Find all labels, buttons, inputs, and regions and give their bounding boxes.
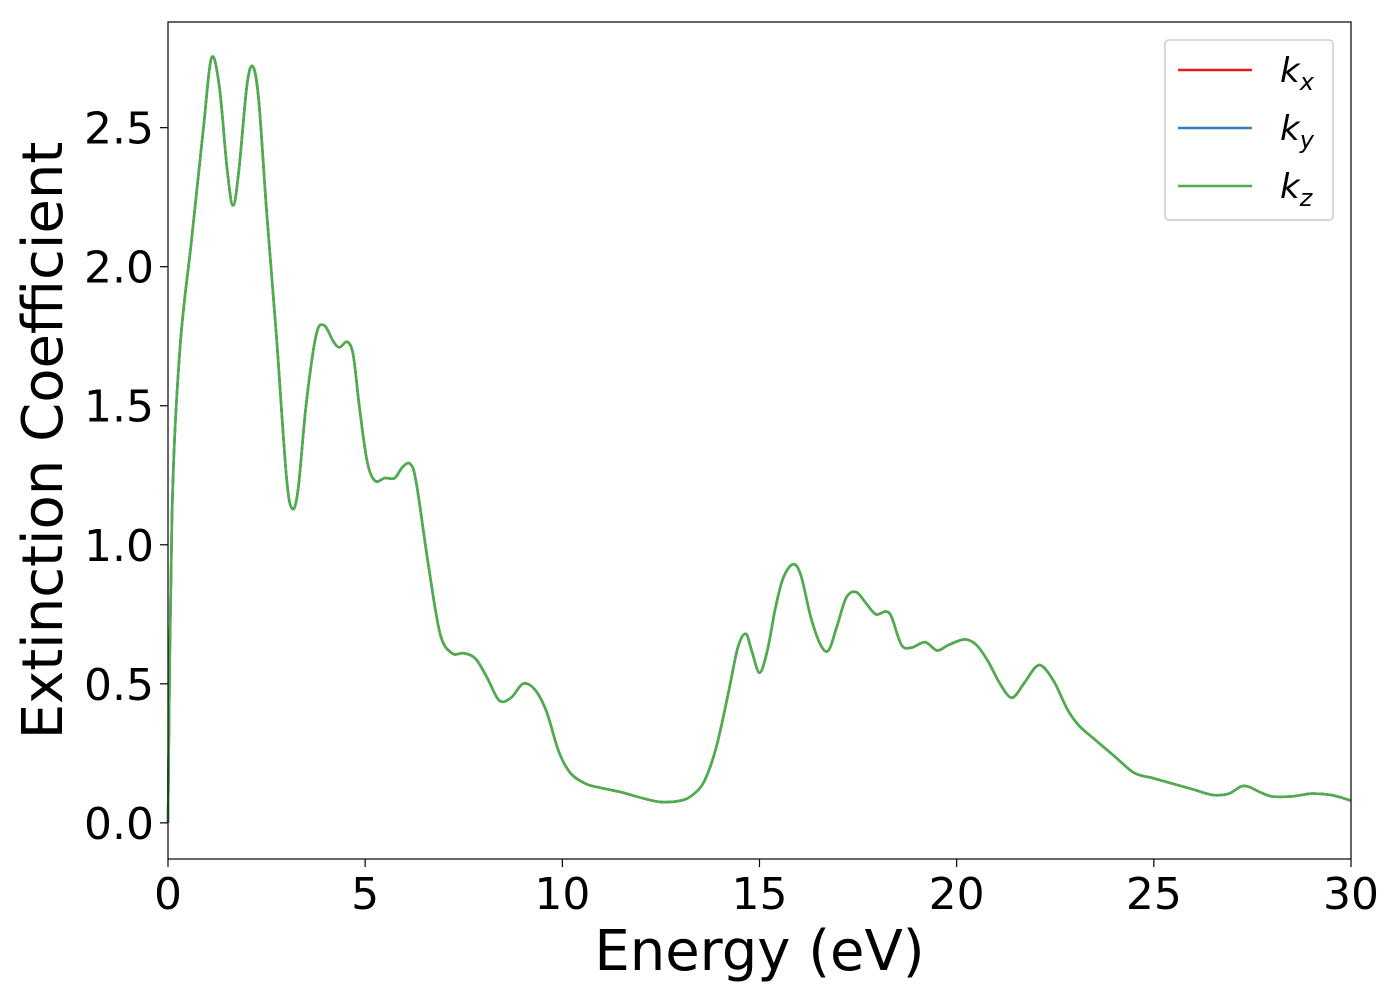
y-tick-label: 0.0 [84, 799, 154, 850]
x-axis-ticks: 0 5 10 15 20 25 30 [154, 859, 1379, 920]
legend: kx ky kz [1164, 39, 1334, 221]
legend-box [1164, 39, 1334, 221]
legend-label-ky: ky [1280, 109, 1315, 154]
x-tick-label: 10 [534, 869, 590, 920]
x-tick-label: 20 [929, 869, 985, 920]
x-axis-title: Energy (eV) [594, 919, 924, 984]
legend-label-kz: kz [1280, 167, 1314, 212]
x-tick-label: 30 [1323, 869, 1379, 920]
y-tick-label: 1.0 [84, 521, 154, 572]
y-tick-label: 0.5 [84, 660, 154, 711]
y-tick-label: 2.5 [84, 104, 154, 155]
x-tick-label: 25 [1126, 869, 1182, 920]
x-tick-label: 0 [154, 869, 182, 920]
y-tick-label: 2.0 [84, 243, 154, 294]
y-tick-label: 1.5 [84, 382, 154, 433]
y-axis-ticks: 0.0 0.5 1.0 1.5 2.0 2.5 [84, 104, 168, 850]
series-layer [166, 55, 1352, 823]
legend-label-kx: kx [1280, 51, 1315, 96]
x-tick-label: 15 [732, 869, 788, 920]
series-line-kz [166, 55, 1352, 823]
y-axis-title: Extinction Coefficient [11, 142, 76, 740]
x-tick-label: 5 [351, 869, 379, 920]
plot-area [168, 22, 1351, 859]
